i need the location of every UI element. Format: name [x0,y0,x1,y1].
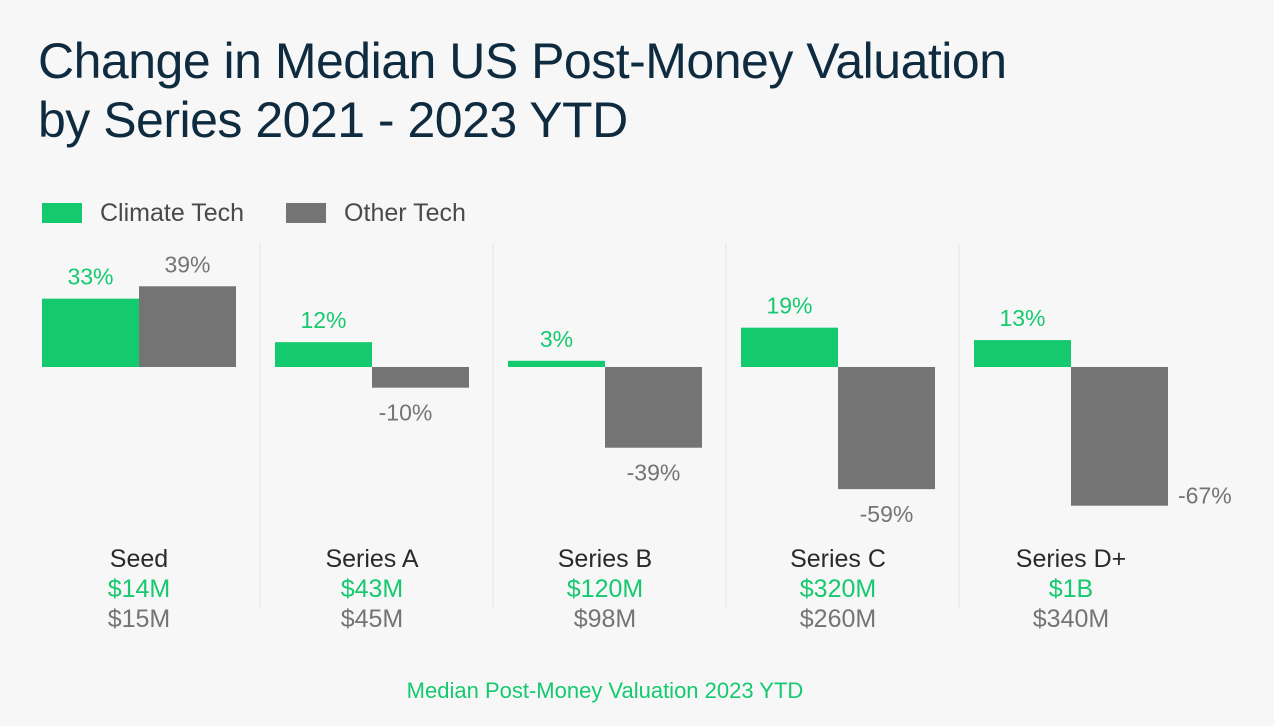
category-label-series-a: Series A [325,545,418,573]
bar-climate-tech-seed [42,298,139,367]
bar-climate-tech-series-b [508,360,605,367]
data-label-other-tech-seed: 39% [164,251,210,277]
legend-swatch-climate-tech [42,203,82,223]
bar-chart: 33% 39% Seed$14M$15M 12% -10% Series A$43M$45… [42,244,1232,633]
valuation-climate-tech-series-c: $320M [800,575,876,603]
chart-footer-note: Median Post-Money Valuation 2023 YTD [406,678,804,703]
valuation-climate-tech-series-a: $43M [341,575,404,603]
data-label-other-tech-series-a: -10% [379,400,433,426]
valuation-other-tech-series-d: $340M [1033,605,1109,633]
data-label-climate-tech-series-c: 19% [766,293,812,319]
legend-label-climate-tech: Climate Tech [100,198,245,227]
valuation-other-tech-series-c: $260M [800,605,876,633]
valuation-other-tech-seed: $15M [108,605,171,633]
category-label-series-d: Series D+ [1016,545,1126,573]
valuation-climate-tech-series-d: $1B [1049,575,1093,603]
data-label-climate-tech-series-b: 3% [540,326,573,352]
bar-other-tech-series-d [1071,367,1168,506]
legend-item-climate-tech: Climate Tech [42,199,244,228]
chart-legend: Climate Tech Other Tech [42,198,508,228]
data-label-other-tech-series-d: -67% [1178,483,1232,509]
bar-climate-tech-series-c [741,327,838,367]
legend-swatch-other-tech [286,203,327,223]
data-label-climate-tech-series-d: 13% [999,305,1045,331]
data-label-climate-tech-series-a: 12% [300,307,346,333]
category-label-series-c: Series C [790,545,886,573]
valuation-climate-tech-series-b: $120M [567,575,643,603]
bar-other-tech-seed [139,286,236,367]
legend-label-other-tech: Other Tech [344,198,466,227]
valuation-other-tech-series-b: $98M [574,605,637,633]
legend-item-other-tech: Other Tech [286,199,466,228]
bar-climate-tech-series-a [275,342,372,367]
chart-title-line-1: Change in Median US Post-Money Valuation [38,33,1007,89]
category-label-series-b: Series B [558,545,652,573]
valuation-climate-tech-seed: $14M [108,575,171,603]
bar-climate-tech-series-d [974,340,1071,367]
valuation-other-tech-series-a: $45M [341,605,404,633]
category-label-seed: Seed [110,545,168,573]
bar-other-tech-series-c [838,367,935,490]
bar-other-tech-series-b [605,367,702,448]
data-label-other-tech-series-b: -39% [627,460,681,486]
bar-other-tech-series-a [372,367,469,388]
chart-title: Change in Median US Post-Money Valuation… [38,32,1238,150]
chart-title-line-2: by Series 2021 - 2023 YTD [38,92,628,148]
data-label-other-tech-series-c: -59% [860,501,914,527]
data-label-climate-tech-seed: 33% [67,264,113,290]
